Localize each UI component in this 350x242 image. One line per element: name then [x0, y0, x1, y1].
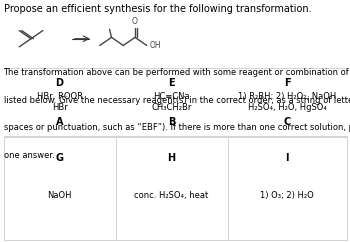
Text: HBr: HBr: [52, 103, 67, 112]
Text: HC≡CNa: HC≡CNa: [153, 92, 190, 101]
Text: H: H: [167, 153, 176, 163]
Text: B: B: [168, 117, 175, 127]
Text: 1) O₃; 2) H₂O: 1) O₃; 2) H₂O: [260, 191, 314, 200]
Text: F: F: [284, 78, 290, 88]
Text: C: C: [284, 117, 290, 127]
Text: 1) R₂BH; 2) H₂O₂, NaOH: 1) R₂BH; 2) H₂O₂, NaOH: [238, 92, 336, 101]
Text: OH: OH: [150, 41, 161, 50]
Text: NaOH: NaOH: [47, 191, 72, 200]
Text: H₂SO₄, H₂O, HgSO₄: H₂SO₄, H₂O, HgSO₄: [247, 103, 327, 112]
Text: HBr, ROOR: HBr, ROOR: [36, 92, 83, 101]
Text: I: I: [285, 153, 289, 163]
Text: O: O: [132, 17, 138, 26]
Text: conc. H₂SO₄, heat: conc. H₂SO₄, heat: [134, 191, 209, 200]
Text: The transformation above can be performed with some reagent or combination of th: The transformation above can be performe…: [4, 68, 350, 77]
Text: Propose an efficient synthesis for the following transformation.: Propose an efficient synthesis for the f…: [4, 4, 311, 14]
Text: CH₃CH₂Br: CH₃CH₂Br: [151, 103, 192, 112]
Text: D: D: [56, 78, 63, 88]
Text: listed below. Give the necessary reagent(s) in the correct order, as a string of: listed below. Give the necessary reagent…: [4, 96, 350, 105]
Text: G: G: [56, 153, 63, 163]
Text: spaces or punctuation, such as “EBF”). If there is more than one correct solutio: spaces or punctuation, such as “EBF”). I…: [4, 123, 350, 132]
Text: A: A: [56, 117, 63, 127]
Text: E: E: [168, 78, 175, 88]
Text: one answer.: one answer.: [4, 151, 54, 160]
